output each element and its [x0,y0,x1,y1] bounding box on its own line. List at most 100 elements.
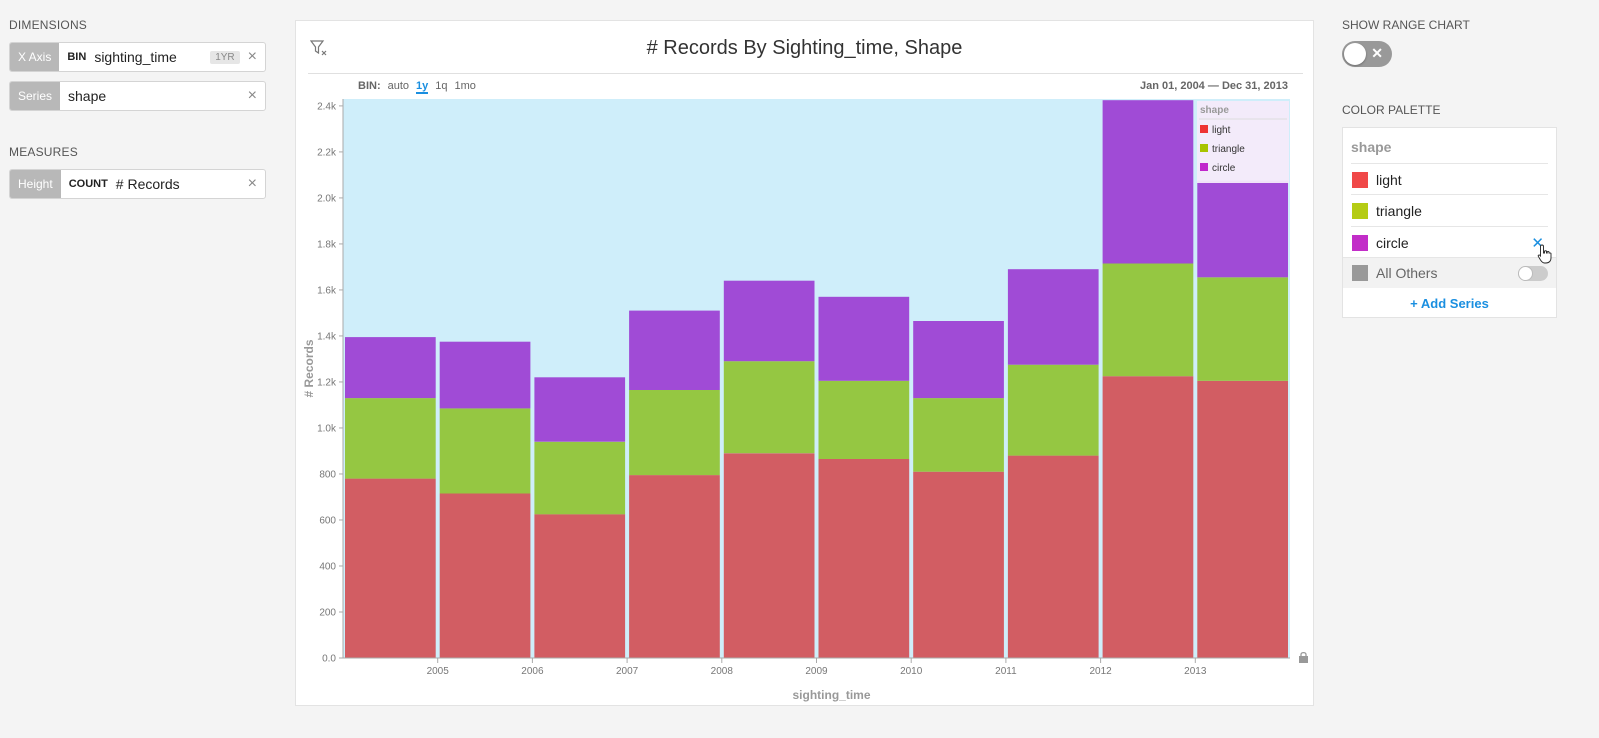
measures-title: MEASURES [9,145,78,159]
range-start: Jan 01, 2004 [1139,80,1205,92]
x-tick-label: 2012 [1089,666,1112,677]
legend-label-circle: circle [1212,163,1236,174]
palette-header: shape [1351,139,1392,155]
series-tag: Series [10,82,61,110]
y-tick-label: 600 [319,515,336,526]
y-tick-label: 1.8k [317,239,337,250]
palette-item-label: All Others [1376,265,1438,281]
bar-segment-triangle-2011 [1007,364,1099,456]
y-tick-label: 0.0 [322,654,336,665]
bar-segment-circle-2006 [534,377,626,442]
y-tick-label: 1.4k [317,331,337,342]
toggle-off-icon: ✕ [1371,45,1383,61]
remove-series-icon[interactable]: × [247,87,257,104]
bar-segment-light-2009 [818,459,910,658]
circle-color-swatch[interactable] [1352,234,1368,251]
bar-segment-light-2004 [345,478,436,658]
bin-selector: BIN: auto 1y 1q 1mo [358,80,476,94]
y-axis-title: # Records [302,339,316,397]
range-chart-toggle[interactable]: ✕ [1342,41,1392,67]
add-series-button[interactable]: + Add Series [1410,296,1489,311]
range-separator: — [1207,80,1219,92]
title-divider [308,73,1303,74]
bar-segment-circle-2004 [345,337,436,399]
palette-item-label: light [1376,171,1402,188]
bar-segment-light-2011 [1007,455,1099,658]
palette-item-label: circle [1376,234,1409,251]
x-tick-label: 2008 [711,666,734,677]
bar-segment-light-2005 [439,493,531,658]
range-end: Dec 31, 2013 [1221,80,1288,92]
y-tick-label: 2.0k [317,193,337,204]
palette-item-all-others[interactable]: All Others [1343,257,1556,288]
legend-label-triangle: triangle [1212,144,1245,155]
date-range[interactable]: Jan 01, 2004 — Dec 31, 2013 [1140,80,1288,92]
remove-height-icon[interactable]: × [247,175,257,192]
toggle-knob [1344,43,1366,65]
x-axis-tag: X Axis [10,43,60,71]
palette-item-light[interactable]: light [1351,163,1548,195]
bar-segment-circle-2011 [1007,269,1099,365]
y-tick-label: 2.2k [317,147,337,158]
clear-filter-icon[interactable] [310,39,328,57]
light-color-swatch[interactable] [1352,171,1368,188]
y-tick-label: 800 [319,469,336,480]
bin-option-1q[interactable]: 1q [435,80,448,92]
bar-segment-light-2006 [534,514,626,658]
bar-segment-circle-2012 [1102,100,1194,264]
x-tick-label: 2011 [995,666,1017,677]
bar-segment-circle-2013 [1197,180,1288,278]
legend-label-light: light [1212,125,1231,136]
x-tick-label: 2007 [616,666,639,677]
palette-item-label: triangle [1376,202,1422,219]
bar-segment-triangle-2013 [1197,277,1288,381]
bin-option-1y[interactable]: 1y [416,80,429,94]
bar-segment-triangle-2012 [1102,263,1194,377]
bar-segment-circle-2007 [629,310,720,390]
palette-item-circle[interactable]: circle ✕ [1351,226,1548,258]
series-field: shape [68,88,107,104]
bar-segment-triangle-2006 [534,441,626,515]
bar-segment-light-2013 [1197,380,1288,658]
legend-swatch-light [1200,125,1208,133]
legend-swatch-circle [1200,163,1208,171]
x-tick-label: 2006 [521,666,544,677]
y-tick-label: 1.2k [317,377,337,388]
y-tick-label: 200 [319,607,336,618]
x-tick-label: 2013 [1184,666,1207,677]
bar-segment-triangle-2004 [345,398,436,479]
legend-title: shape [1200,105,1229,116]
bin-option-1mo[interactable]: 1mo [454,80,476,92]
remove-x-axis-icon[interactable]: × [247,48,257,65]
x-axis-field: sighting_time [94,49,177,65]
x-tick-label: 2009 [805,666,828,677]
stacked-bar-chart: 0.0 200 400 600 800 1.0k 1.2k 1.4k 1.6k 1.8k 2.0k 2… [302,99,1308,702]
height-tag: Height [10,170,61,198]
dimensions-title: DIMENSIONS [9,18,88,32]
bar-segment-triangle-2005 [439,408,531,494]
bar-segment-light-2007 [629,475,720,658]
series-pill[interactable]: Series shape × [9,81,266,111]
count-op-label: COUNT [68,178,108,190]
x-axis-title: sighting_time [792,688,870,702]
chart-card: # Records By Sighting_time, Shape BIN: a… [295,20,1314,706]
y-tick-label: 1.0k [317,423,337,434]
palette-item-triangle[interactable]: triangle [1351,194,1548,226]
bar-segment-light-2008 [723,453,815,658]
bar-segment-circle-2008 [723,280,815,362]
bin-option-auto[interactable]: auto [387,80,410,92]
all-others-color-swatch [1352,265,1368,281]
color-palette-title: COLOR PALETTE [1342,103,1441,117]
x-axis-pill[interactable]: X Axis BIN sighting_time 1YR × [9,42,266,72]
legend-box [1197,101,1289,183]
all-others-toggle[interactable] [1518,265,1548,281]
triangle-color-swatch[interactable] [1352,202,1368,219]
color-palette-panel: shape light triangle circle ✕ All Others… [1342,127,1557,318]
bar-segment-circle-2010 [913,321,1004,399]
y-tick-label: 400 [319,561,336,572]
height-pill[interactable]: Height COUNT # Records × [9,169,266,199]
bar-segment-light-2012 [1102,376,1194,658]
bar-segment-triangle-2007 [629,390,720,476]
bar-segment-circle-2005 [439,341,531,409]
bin-op-label: BIN [67,51,87,63]
